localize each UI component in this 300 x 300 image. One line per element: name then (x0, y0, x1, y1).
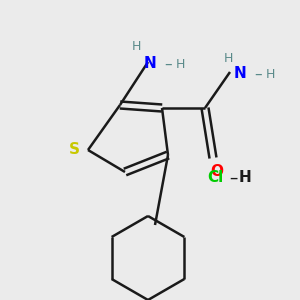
Text: Cl: Cl (207, 170, 223, 185)
Text: H: H (265, 68, 275, 80)
Text: H: H (131, 40, 141, 52)
Text: H: H (175, 58, 185, 70)
Text: N: N (234, 67, 246, 82)
Text: H: H (238, 170, 251, 185)
Text: –: – (164, 56, 172, 71)
Text: S: S (68, 142, 80, 158)
Text: N: N (144, 56, 156, 71)
Text: –: – (254, 67, 262, 82)
Text: –: – (229, 169, 237, 187)
Text: O: O (211, 164, 224, 179)
Text: H: H (223, 52, 233, 64)
